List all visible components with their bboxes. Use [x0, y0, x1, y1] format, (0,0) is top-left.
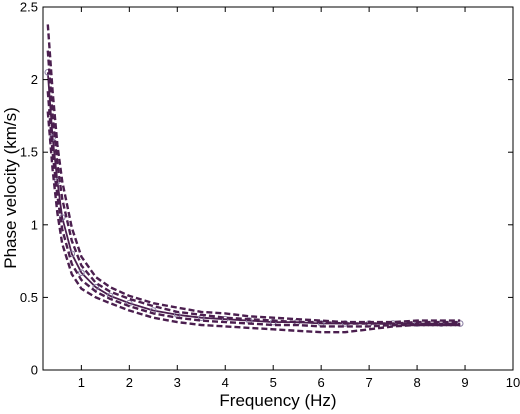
series-1-point [269, 318, 277, 326]
y-tick-label: 2 [31, 72, 38, 87]
x-tick-label: 10 [506, 375, 520, 390]
x-tick-label: 4 [222, 375, 229, 390]
plot-frame [42, 6, 514, 371]
x-tick-label: 5 [270, 375, 277, 390]
y-tick-label: 1.5 [20, 145, 38, 160]
y-tick-label: 0 [31, 363, 38, 378]
series-4-line [46, 91, 461, 328]
y-tick-label: 2.5 [20, 0, 38, 15]
x-tick-label: 3 [174, 375, 181, 390]
series-layer [44, 24, 464, 334]
x-tick-label: 6 [318, 375, 325, 390]
series-3-line [46, 50, 461, 325]
y-axis-title: Phase velocity (km/s) [1, 107, 20, 269]
plot-area [43, 7, 513, 370]
y-tick-label: 0.5 [20, 290, 38, 305]
series-1-line [46, 72, 461, 325]
series-5-line [46, 111, 461, 334]
x-axis-title: Frequency (Hz) [219, 391, 336, 410]
series-2-line [46, 24, 461, 324]
axes-layer: 1 2 3 4 5 6 7 8 9 10 0 0.5 1 1.5 2 2.5 [20, 0, 520, 390]
x-tick-label: 7 [366, 375, 373, 390]
series-1-point [92, 283, 100, 291]
series-1-point [78, 269, 85, 277]
y-tick-label: 1 [31, 217, 38, 232]
x-tick-label: 2 [126, 375, 133, 390]
x-tick-label: 8 [413, 375, 420, 390]
x-tick-label: 9 [461, 375, 468, 390]
x-tick-label: 1 [78, 375, 85, 390]
